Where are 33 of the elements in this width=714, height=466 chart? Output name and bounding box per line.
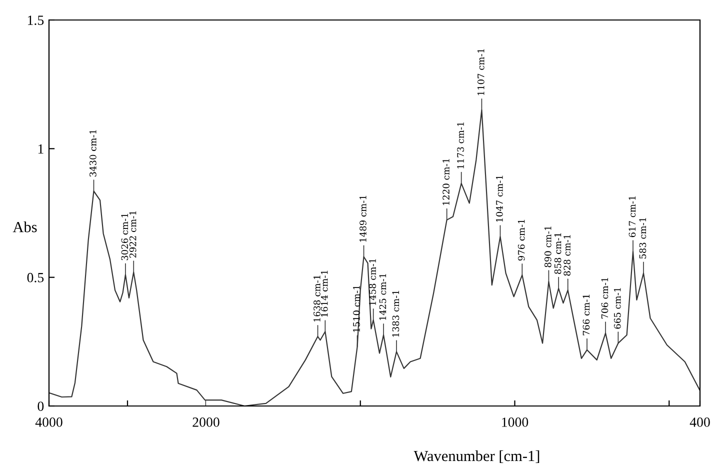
- annotation: 828 cm-1: [564, 235, 570, 276]
- annotation: 1458 cm-1: [369, 259, 376, 306]
- annotation: 706 cm-1: [601, 278, 608, 319]
- x-axis-title: Wavenumber [cm-1]: [414, 450, 540, 464]
- y-tick-label: 1: [38, 144, 44, 154]
- annotation: 766 cm-1: [582, 294, 590, 336]
- annotation: 1047 cm-1: [496, 176, 503, 222]
- annotation: 1425 cm-1: [379, 274, 386, 320]
- annotation: 1489 cm-1: [360, 196, 366, 242]
- annotation: 976 cm-1: [518, 220, 525, 261]
- annotation: 2922 cm-1: [129, 211, 136, 258]
- annotation: 1510 cm-1: [353, 286, 360, 332]
- annotation: 617 cm-1: [628, 196, 636, 238]
- y-axis-title: Abs: [12, 222, 37, 232]
- y-tick-label: 1.5: [28, 16, 44, 26]
- annotation: 3430 cm-1: [90, 130, 96, 177]
- x-tick-label: 2000: [192, 418, 220, 427]
- y-tick-label: 0.5: [27, 272, 44, 282]
- annotation: 1383 cm-1: [392, 290, 400, 337]
- y-tick-label: 0: [38, 402, 44, 411]
- annotation: 1173 cm-1: [457, 122, 464, 168]
- annotation: 1614 cm-1: [320, 270, 328, 317]
- annotation: 665 cm-1: [614, 288, 621, 329]
- annotation: 1107 cm-1: [478, 49, 484, 96]
- annotation: 1220 cm-1: [442, 159, 450, 205]
- annotation: 890 cm-1: [544, 226, 552, 268]
- x-tick-label: 4000: [35, 418, 62, 427]
- annotation: 583 cm-1: [639, 218, 646, 259]
- annotation: 858 cm-1: [554, 233, 562, 274]
- x-tick-label: 1000: [502, 418, 528, 427]
- x-tick-label: 400: [690, 418, 710, 427]
- annotation: 1638 cm-1: [314, 276, 320, 322]
- annotation: 3026 cm-1: [121, 214, 128, 260]
